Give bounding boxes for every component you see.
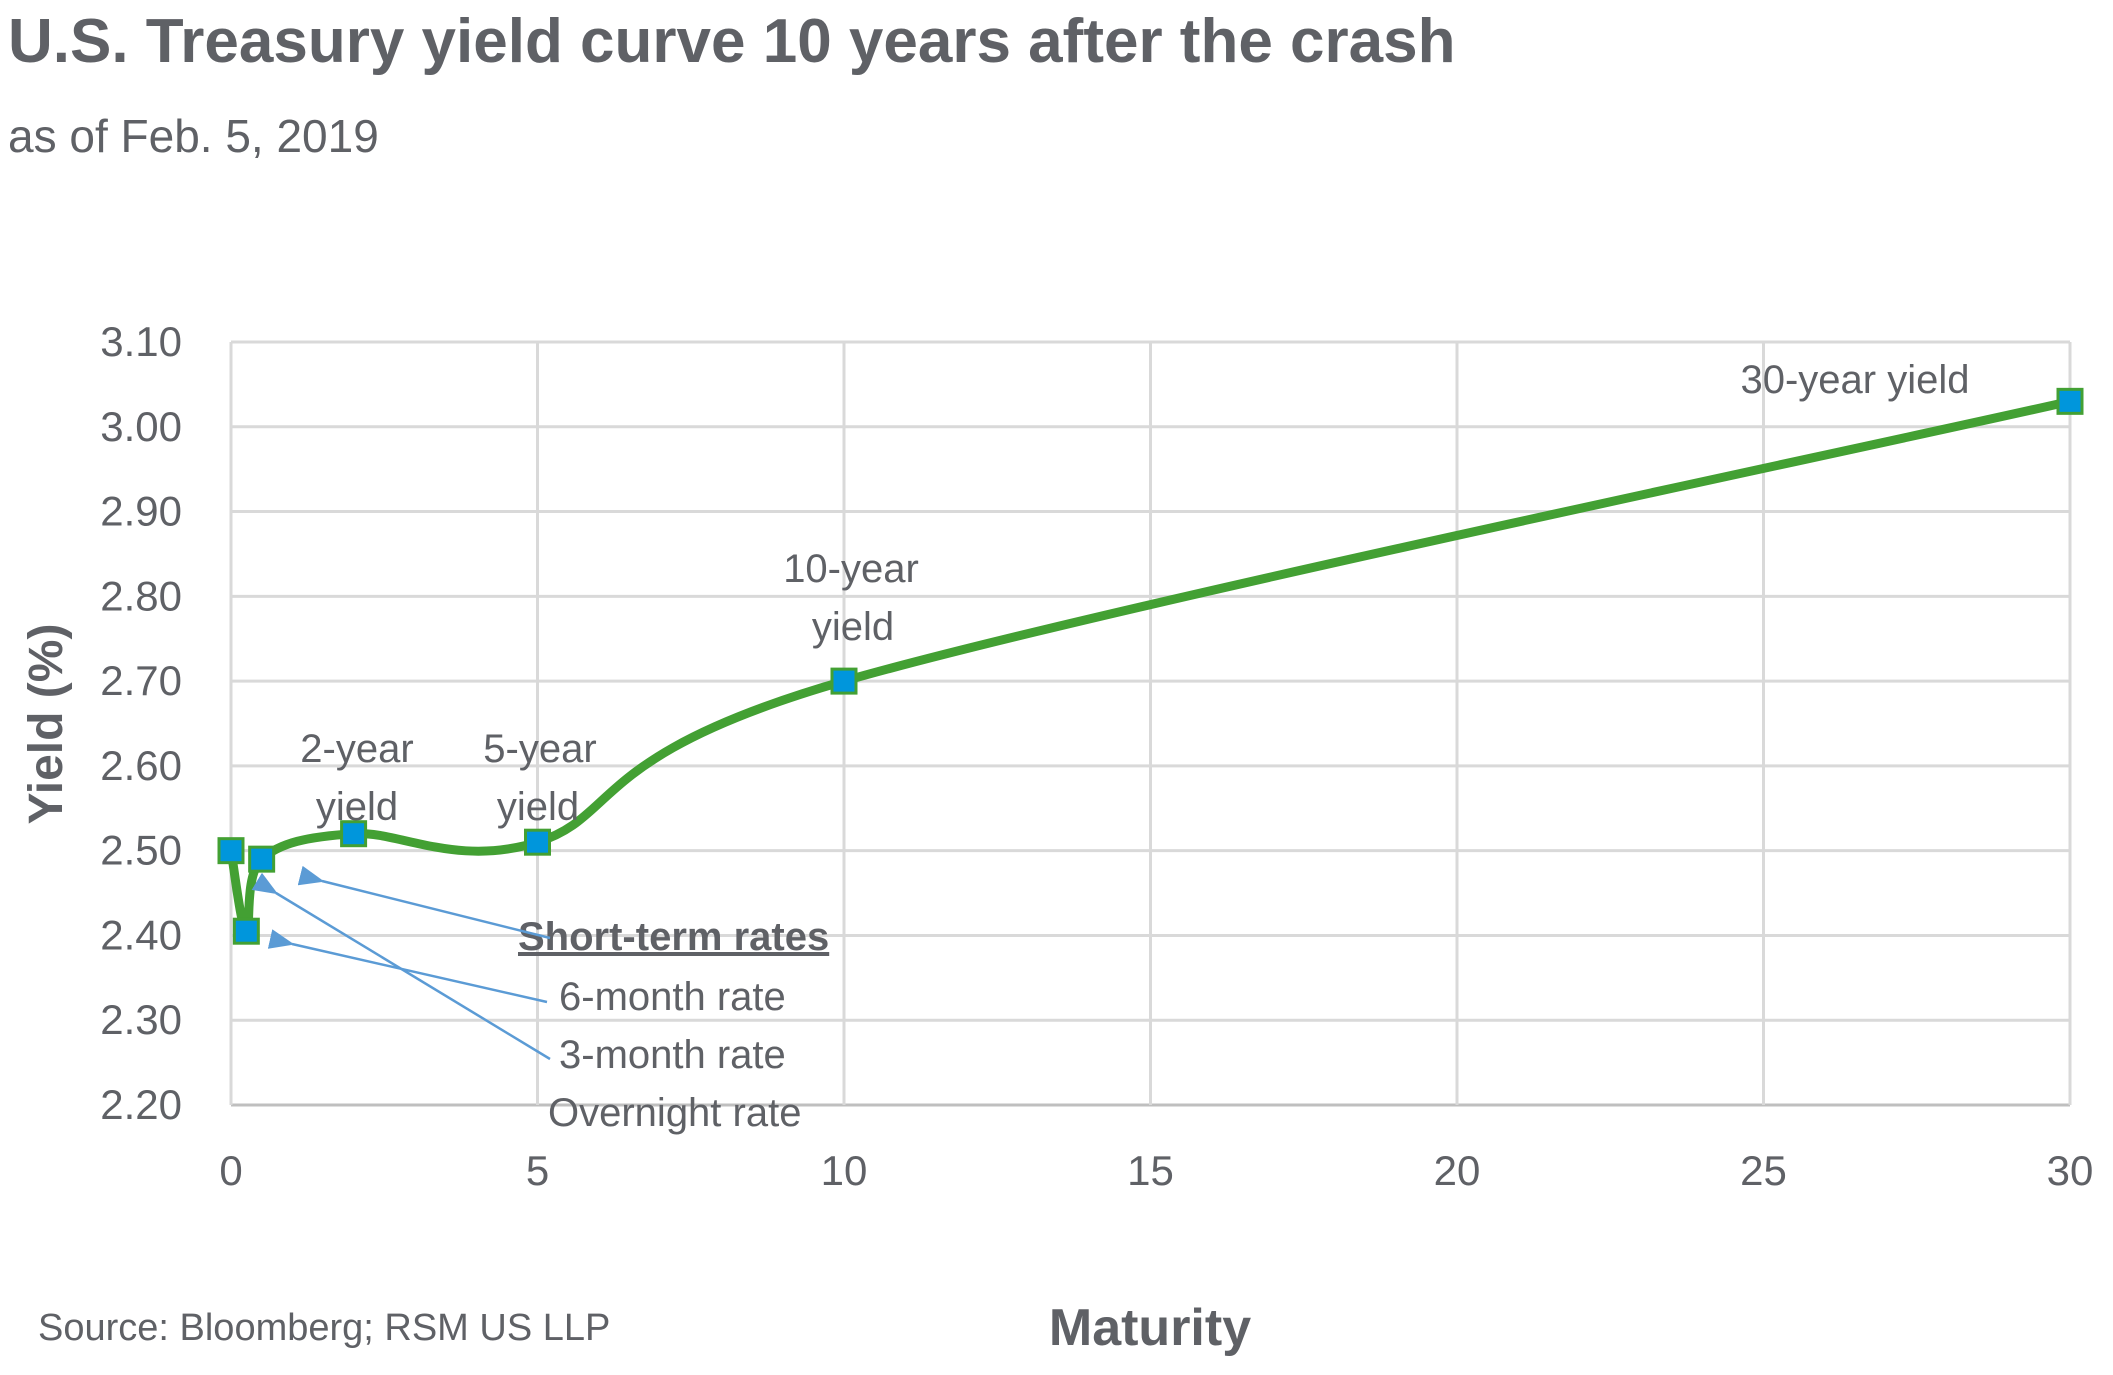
annotation-3-month: 3-month rate — [559, 1033, 786, 1077]
data-point-marker — [248, 845, 276, 873]
annotation-6-month: 6-month rate — [559, 975, 786, 1019]
data-point-marker — [232, 917, 260, 945]
chart-subtitle: as of Feb. 5, 2019 — [8, 110, 379, 162]
annotation-30-year: 30-year yield — [1740, 358, 1969, 402]
y-tick-label: 3.10 — [100, 318, 182, 365]
annotation-2-year-line1: 2-year — [300, 727, 413, 771]
annotation-10-year-line2: yield — [812, 605, 894, 649]
annotation-5-year-line2: yield — [497, 785, 579, 829]
annotation-2-year-line2: yield — [316, 785, 398, 829]
data-point-marker — [2056, 387, 2084, 415]
y-ticks: 3.10 3.00 2.90 2.80 2.70 2.60 2.50 2.40 2.30 2.20 — [100, 318, 182, 1128]
yield-curve-line — [226, 396, 2072, 936]
y-tick-label: 3.00 — [100, 403, 182, 450]
data-point-marker — [830, 667, 858, 695]
y-tick-label: 2.50 — [100, 827, 182, 874]
source-note: Source: Bloomberg; RSM US LLP — [38, 1307, 610, 1349]
arrow-6-month — [297, 865, 551, 940]
chart-title: U.S. Treasury yield curve 10 years after… — [8, 7, 1455, 76]
x-ticks: 0 5 10 15 20 25 30 — [219, 1147, 2093, 1194]
y-tick-label: 2.40 — [100, 911, 182, 958]
x-tick-label: 10 — [821, 1147, 868, 1194]
y-tick-label: 2.60 — [100, 742, 182, 789]
annotation-overnight: Overnight rate — [548, 1091, 801, 1135]
x-tick-label: 15 — [1127, 1147, 1174, 1194]
y-tick-label: 2.20 — [100, 1081, 182, 1128]
data-point-marker — [524, 828, 551, 856]
x-tick-label: 0 — [219, 1147, 242, 1194]
y-tick-label: 2.90 — [100, 488, 182, 535]
x-tick-label: 25 — [1740, 1147, 1787, 1194]
annotation-10-year-line1: 10-year — [783, 547, 919, 591]
short-term-rates-heading: Short-term rates — [518, 915, 829, 959]
annotation-5-year-line1: 5-year — [483, 727, 596, 771]
x-tick-label: 5 — [526, 1147, 549, 1194]
y-tick-label: 2.80 — [100, 572, 182, 619]
y-tick-label: 2.30 — [100, 996, 182, 1043]
data-point-marker — [340, 820, 368, 848]
x-axis-label: Maturity — [1049, 1299, 1251, 1357]
grid — [229, 340, 2072, 1107]
y-axis-label: Yield (%) — [20, 624, 73, 825]
arrow-3-month — [267, 929, 548, 1004]
x-tick-label: 20 — [1434, 1147, 1481, 1194]
x-tick-label: 30 — [2047, 1147, 2094, 1194]
y-tick-label: 2.70 — [100, 657, 182, 704]
data-point-marker — [217, 837, 245, 865]
arrow-overnight — [251, 872, 551, 1061]
markers — [217, 387, 2084, 945]
